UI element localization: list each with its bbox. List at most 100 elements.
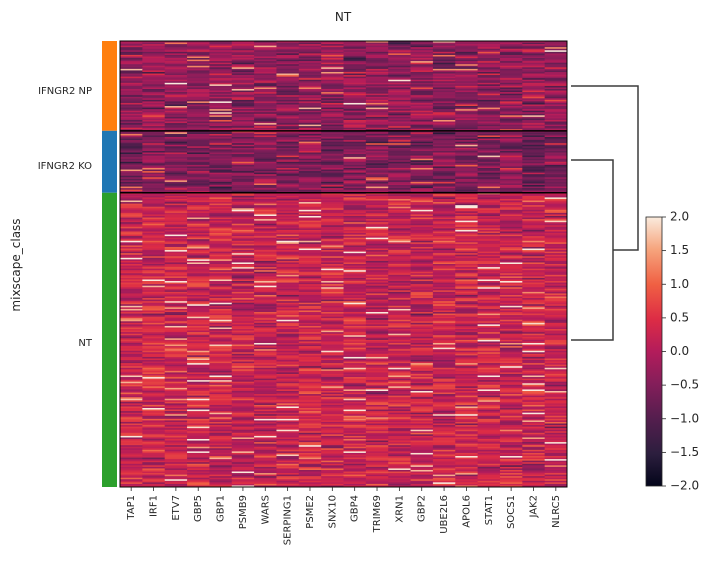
heatmap-cell <box>432 380 456 383</box>
heatmap-cell <box>298 262 322 265</box>
heatmap-cell <box>254 132 277 135</box>
heatmap-cell <box>455 248 478 251</box>
heatmap-cell <box>455 332 478 335</box>
heatmap-cell <box>522 141 546 144</box>
heatmap-cell <box>365 209 389 212</box>
heatmap-cell <box>343 341 367 344</box>
heatmap-cell <box>231 172 255 175</box>
heatmap-cell <box>544 124 568 127</box>
heatmap-cell <box>432 67 456 70</box>
heatmap-cell <box>254 378 277 381</box>
heatmap-cell <box>298 304 322 307</box>
heatmap-cell <box>231 85 255 88</box>
heatmap-cell <box>298 82 322 85</box>
heatmap-cell <box>254 239 277 242</box>
heatmap-cell <box>477 127 501 130</box>
heatmap-cell <box>432 291 456 294</box>
heatmap-cell <box>388 369 411 372</box>
heatmap-cell <box>477 58 501 60</box>
heatmap-cell <box>209 200 233 203</box>
heatmap-cell <box>164 305 188 308</box>
heatmap-cell <box>388 251 411 254</box>
heatmap-cell <box>231 267 255 270</box>
heatmap-cell <box>365 206 389 209</box>
heatmap-cell <box>388 81 411 84</box>
heatmap-cell <box>276 78 300 81</box>
heatmap-cell <box>410 352 434 355</box>
heatmap-cell <box>432 246 456 249</box>
heatmap-cell <box>499 192 523 195</box>
heatmap-cell <box>410 189 434 192</box>
heatmap-cell <box>365 217 389 220</box>
heatmap-cell <box>321 124 344 127</box>
heatmap-cell <box>365 341 389 344</box>
heatmap-cell <box>410 127 434 130</box>
heatmap-cell <box>455 166 478 169</box>
heatmap-cell <box>231 279 255 282</box>
heatmap-cell <box>544 319 568 322</box>
heatmap-cell <box>142 361 166 364</box>
heatmap-cell <box>410 236 434 239</box>
heatmap-cell <box>499 223 523 226</box>
heatmap-cell <box>432 273 456 276</box>
heatmap-cell <box>477 130 501 133</box>
heatmap-cell <box>120 205 143 208</box>
heatmap-cell <box>365 208 389 211</box>
heatmap-cell <box>410 299 434 302</box>
heatmap-cell <box>120 65 143 68</box>
heatmap-cell <box>455 92 478 95</box>
heatmap-cell <box>276 62 300 65</box>
heatmap-cell <box>388 271 411 274</box>
heatmap-cell <box>499 404 523 407</box>
heatmap-cell <box>544 42 568 45</box>
heatmap-cell <box>544 186 568 189</box>
heatmap-cell <box>164 157 188 160</box>
heatmap-cell <box>231 222 255 225</box>
heatmap-cell <box>321 296 344 299</box>
heatmap-cell <box>254 76 277 79</box>
heatmap-cell <box>343 195 367 198</box>
heatmap-cell <box>499 358 523 361</box>
heatmap-cell <box>187 166 210 169</box>
heatmap-cell <box>522 274 546 277</box>
heatmap-cell <box>432 107 456 110</box>
heatmap-cell <box>522 335 546 338</box>
heatmap-cell <box>432 64 456 67</box>
heatmap-cell <box>432 274 456 277</box>
heatmap-cell <box>298 209 322 212</box>
heatmap-cell <box>455 56 478 59</box>
heatmap-cell <box>410 298 434 301</box>
heatmap-cell <box>522 166 546 169</box>
heatmap-cell <box>544 342 568 345</box>
heatmap-cell <box>231 253 255 256</box>
heatmap-cell <box>164 202 188 205</box>
heatmap-cell <box>142 217 166 220</box>
heatmap-cell <box>343 68 367 71</box>
heatmap-cell <box>164 253 188 256</box>
heatmap-cell <box>209 126 233 129</box>
heatmap-cell <box>410 284 434 287</box>
heatmap-cell <box>231 185 255 187</box>
heatmap-cell <box>410 229 434 232</box>
heatmap-cell <box>209 341 233 344</box>
heatmap-cell <box>209 154 233 156</box>
heatmap-cell <box>343 64 367 67</box>
heatmap-cell <box>298 240 322 243</box>
heatmap-cell <box>477 324 501 327</box>
heatmap-cell <box>544 404 568 407</box>
heatmap-cell <box>343 209 367 212</box>
heatmap-cell <box>209 143 233 146</box>
heatmap-cell <box>455 150 478 153</box>
heatmap-cell <box>254 360 277 362</box>
heatmap-cell <box>142 206 166 209</box>
heatmap-cell <box>164 54 188 57</box>
heatmap-cell <box>142 228 166 231</box>
heatmap-cell <box>164 155 188 158</box>
heatmap-cell <box>164 150 188 153</box>
heatmap-cell <box>388 124 411 127</box>
heatmap-cell <box>432 178 456 181</box>
heatmap-cell <box>544 322 568 325</box>
heatmap-cell <box>298 257 322 260</box>
heatmap-cell <box>187 257 210 260</box>
heatmap-cell <box>120 64 143 67</box>
